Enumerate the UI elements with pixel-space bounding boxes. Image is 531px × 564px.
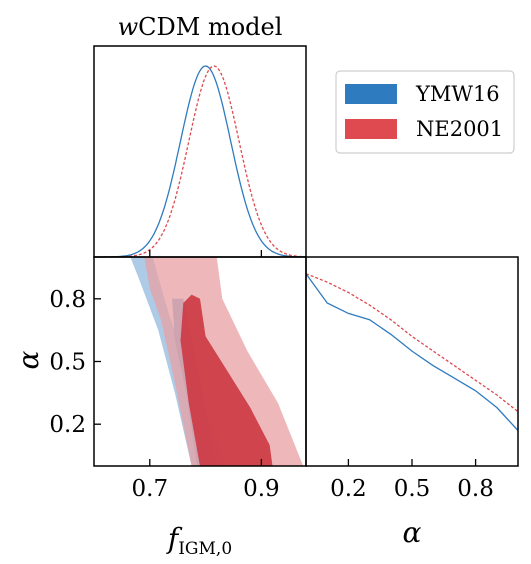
marginal-alpha-ne2001 bbox=[305, 273, 519, 413]
panel-top-frame bbox=[93, 45, 307, 258]
legend-label-ne2001: NE2001 bbox=[416, 117, 503, 141]
panel-alpha-frame bbox=[305, 256, 519, 467]
legend-label-ymw16: YMW16 bbox=[415, 82, 500, 106]
tick-label-alpha-y-0: 0.2 bbox=[49, 412, 86, 438]
legend: YMW16 NE2001 bbox=[335, 70, 515, 154]
x-axis-label-figm: fIGM,0 bbox=[166, 522, 232, 559]
marginal-figm-ymw16 bbox=[94, 65, 306, 258]
tick-label-alpha-x-2: 0.8 bbox=[457, 476, 494, 502]
tick-label-figm-1: 0.9 bbox=[243, 476, 280, 502]
tick-label-figm-0: 0.7 bbox=[132, 476, 169, 502]
chart-title: wCDM model bbox=[118, 13, 283, 41]
tick-label-alpha-y-2: 0.8 bbox=[49, 287, 86, 313]
x-axis-label-alpha: α bbox=[403, 516, 422, 549]
tick-label-alpha-x-1: 0.5 bbox=[394, 476, 431, 502]
legend-swatch-ne2001 bbox=[345, 119, 397, 139]
marginal-figm-ne2001 bbox=[94, 65, 307, 258]
y-axis-label-alpha: α bbox=[12, 350, 45, 369]
axis-ticks: 0.7 0.9 0.2 0.2 0.5 0.5 0.8 0.8 bbox=[49, 250, 494, 502]
contour-ne2001-1sigma bbox=[180, 294, 273, 466]
tick-label-alpha-y-1: 0.5 bbox=[49, 350, 86, 376]
marginal-alpha-ymw16 bbox=[305, 273, 519, 431]
legend-swatch-ymw16 bbox=[345, 84, 397, 104]
tick-label-alpha-x-0: 0.2 bbox=[330, 476, 367, 502]
contour-fills bbox=[130, 257, 304, 466]
